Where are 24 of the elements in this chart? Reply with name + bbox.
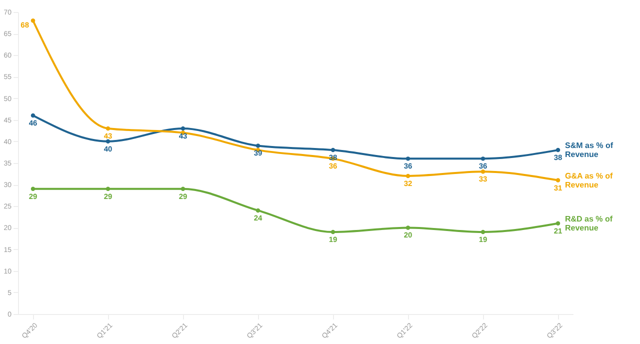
point: [480, 170, 486, 174]
point: [106, 186, 110, 192]
point: [556, 178, 560, 182]
point: [406, 226, 410, 230]
point: [256, 144, 260, 148]
point: [556, 148, 560, 152]
point: [106, 139, 110, 144]
point: [256, 208, 260, 213]
point: [30, 186, 36, 192]
point: [180, 126, 186, 131]
point: [480, 230, 486, 234]
point: [30, 18, 36, 23]
point: [406, 174, 410, 178]
series-label: R&D as % of Revenue: [565, 214, 613, 232]
point: [106, 126, 110, 131]
point: [30, 113, 36, 118]
point: [406, 156, 410, 161]
point: [480, 156, 486, 161]
series-label: G&A as % of Revenue: [565, 171, 614, 190]
series-label: S&M as % of Revenue: [565, 141, 614, 160]
point: [330, 230, 336, 234]
point: [330, 148, 336, 152]
point: [556, 221, 560, 226]
point: [180, 186, 186, 192]
